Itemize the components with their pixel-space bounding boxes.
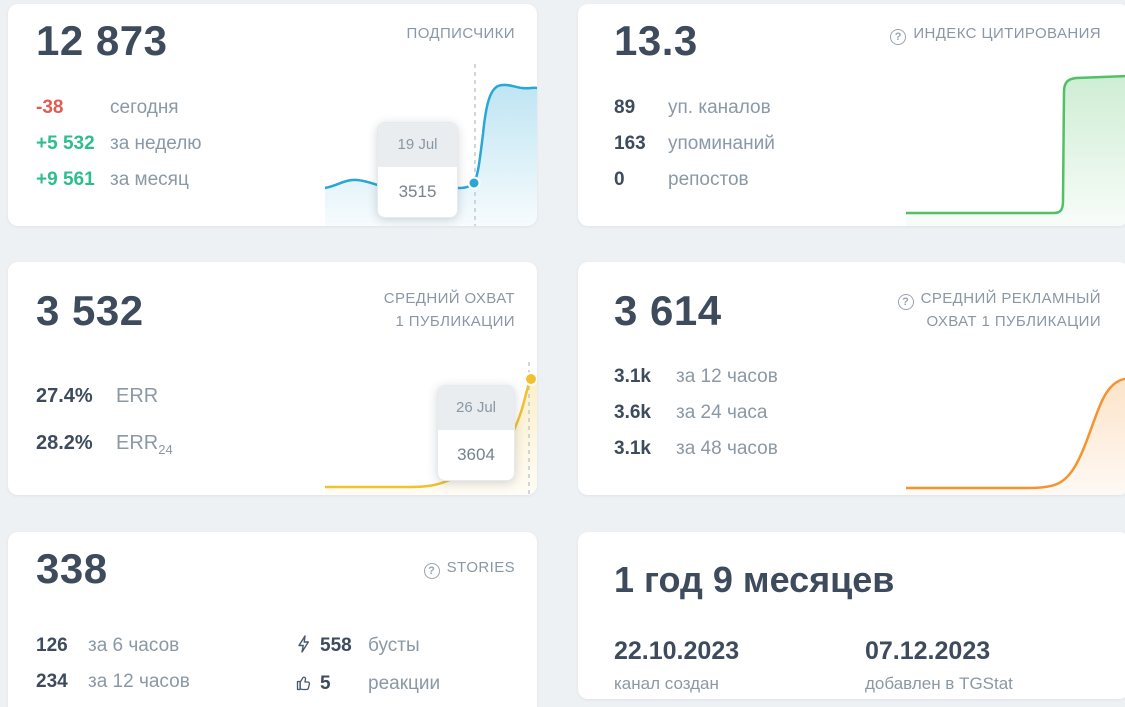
channel-created-date: 22.10.2023 bbox=[614, 637, 740, 665]
tgstat-added-date: 07.12.2023 bbox=[865, 637, 991, 665]
tooltip-value: 3515 bbox=[398, 182, 437, 201]
stories-stats-left: 126 за 6 часов 234 за 12 часов bbox=[36, 634, 190, 706]
citation-index-value: 13.3 bbox=[614, 17, 698, 64]
stat-label: ERR24 bbox=[116, 432, 173, 457]
avg-reach-title-line2: 1 ПУБЛИКАЦИИ bbox=[395, 313, 515, 330]
stat-today: -38 сегодня bbox=[36, 96, 202, 119]
stat-label: за 12 часов bbox=[676, 366, 778, 387]
subscribers-card: 12 873 ПОДПИСЧИКИ -38 сегодня +5 532 за не… bbox=[8, 4, 537, 226]
help-icon[interactable] bbox=[423, 563, 440, 579]
stories-value: 338 bbox=[36, 545, 108, 592]
area-chart-orange bbox=[906, 377, 1125, 495]
avg-reach-card: 3 532 СРЕДНИЙ ОХВАТ 1 ПУБЛИКАЦИИ 27.4% ER… bbox=[8, 262, 537, 495]
stat-value: +9 561 bbox=[36, 169, 95, 190]
tgstat-added: 07.12.2023 добавлен в TGStat bbox=[865, 636, 1013, 694]
stat-label: за 6 часов bbox=[88, 635, 180, 656]
subscribers-stats: -38 сегодня +5 532 за неделю +9 561 за меся… bbox=[36, 96, 202, 204]
stat-mentions: 163 упоминаний bbox=[614, 132, 775, 155]
stat-label: за 48 часов bbox=[676, 438, 778, 459]
channel-created: 22.10.2023 канал создан bbox=[614, 636, 739, 694]
stat-label: за 24 часа bbox=[676, 402, 768, 423]
stat-label: за 12 часов bbox=[88, 671, 190, 692]
stat-12h: 234 за 12 часов bbox=[36, 670, 190, 693]
avg-reach-value: 3 532 bbox=[36, 287, 144, 334]
stories-stats-right: 558 бусты 5 реакции bbox=[296, 634, 440, 707]
tooltip-date: 19 Jul bbox=[378, 123, 457, 167]
avg-ad-reach-title-line1: СРЕДНИЙ РЕКЛАМНЫЙ bbox=[897, 287, 1101, 310]
stat-reposts: 0 репостов bbox=[614, 168, 775, 191]
stat-48h: 3.1k за 48 часов bbox=[614, 437, 778, 460]
stat-value: 163 bbox=[614, 133, 646, 154]
stories-title: STORIES bbox=[423, 556, 515, 579]
tgstat-added-label: добавлен в TGStat bbox=[865, 674, 1013, 693]
avg-reach-sparkline-chart[interactable]: 26 Jul 3604 bbox=[325, 350, 537, 495]
stat-label: сегодня bbox=[110, 97, 179, 118]
stat-value: 3.6k bbox=[614, 402, 651, 423]
stat-boosts: 558 бусты bbox=[296, 634, 440, 659]
subscribers-title: ПОДПИСЧИКИ bbox=[406, 25, 515, 42]
avg-ad-reach-card: 3 614 СРЕДНИЙ РЕКЛАМНЫЙ ОХВАТ 1 ПУБЛИКАЦ… bbox=[578, 262, 1125, 495]
stat-label: бусты bbox=[368, 635, 420, 656]
avg-ad-reach-stats: 3.1k за 12 часов 3.6k за 24 часа 3.1k за 48… bbox=[614, 365, 778, 473]
channel-created-label: канал создан bbox=[614, 674, 719, 693]
tooltip-value: 3604 bbox=[457, 445, 495, 464]
channel-age-card: 1 год 9 месяцев 22.10.2023 канал создан … bbox=[578, 532, 1125, 699]
stories-card: 338 STORIES 126 за 6 часов 234 за 12 часов… bbox=[8, 532, 537, 707]
stat-label: уп. каналов bbox=[668, 97, 771, 118]
avg-ad-reach-title-line2: ОХВАТ 1 ПУБЛИКАЦИИ bbox=[926, 313, 1101, 330]
stat-reactions: 5 реакции bbox=[296, 672, 440, 697]
chart-tooltip: 26 Jul 3604 bbox=[437, 385, 515, 481]
stories-title-text: STORIES bbox=[446, 559, 515, 576]
avg-ad-reach-sparkline-chart[interactable] bbox=[906, 375, 1125, 495]
avg-reach-title-line1: СРЕДНИЙ ОХВАТ bbox=[383, 290, 515, 307]
stat-week: +5 532 за неделю bbox=[36, 132, 202, 155]
thumb-up-icon bbox=[296, 674, 320, 697]
citation-index-title: ИНДЕКС ЦИТИРОВАНИЯ bbox=[890, 22, 1101, 45]
tooltip-date: 26 Jul bbox=[438, 386, 514, 430]
stat-label: реакции bbox=[368, 673, 441, 694]
avg-ad-reach-value: 3 614 bbox=[614, 287, 722, 334]
stat-label: за неделю bbox=[110, 133, 202, 154]
citation-index-title-text: ИНДЕКС ЦИТИРОВАНИЯ bbox=[913, 25, 1101, 42]
stat-24h: 3.6k за 24 часа bbox=[614, 401, 778, 424]
stat-month: +9 561 за месяц bbox=[36, 168, 202, 191]
stat-value: -38 bbox=[36, 97, 64, 118]
stat-label: упоминаний bbox=[668, 133, 775, 154]
stat-value: 28.2% bbox=[36, 432, 93, 454]
stat-12h: 3.1k за 12 часов bbox=[614, 365, 778, 388]
stat-value: 3.1k bbox=[614, 438, 651, 459]
stat-value: 234 bbox=[36, 671, 68, 692]
stat-mention-channels: 89 уп. каналов bbox=[614, 96, 775, 119]
help-icon[interactable] bbox=[897, 294, 914, 310]
stat-value: 27.4% bbox=[36, 385, 93, 407]
stat-value: 126 bbox=[36, 635, 68, 656]
avg-reach-title: СРЕДНИЙ ОХВАТ 1 ПУБЛИКАЦИИ bbox=[384, 287, 515, 333]
stat-value: 0 bbox=[614, 169, 625, 190]
citation-index-stats: 89 уп. каналов 163 упоминаний 0 репостов bbox=[614, 96, 775, 204]
stat-err: 27.4% ERR bbox=[36, 384, 173, 415]
chart-tooltip: 19 Jul 3515 bbox=[377, 122, 458, 218]
help-icon[interactable] bbox=[890, 29, 907, 45]
stat-err24: 28.2% ERR24 bbox=[36, 431, 173, 462]
stat-value: 89 bbox=[614, 97, 636, 118]
subscribers-sparkline-chart[interactable]: 19 Jul 3515 bbox=[325, 60, 537, 226]
channel-age-value: 1 год 9 месяцев bbox=[614, 559, 895, 600]
stat-6h: 126 за 6 часов bbox=[36, 634, 190, 657]
stat-value: 558 bbox=[320, 635, 352, 656]
stat-value: 3.1k bbox=[614, 366, 651, 387]
citation-index-card: 13.3 ИНДЕКС ЦИТИРОВАНИЯ 89 уп. каналов 16… bbox=[578, 4, 1125, 226]
stat-label: за месяц bbox=[110, 169, 189, 190]
area-chart-green bbox=[906, 74, 1125, 226]
stat-label: репостов bbox=[668, 169, 749, 190]
subscribers-value: 12 873 bbox=[36, 17, 168, 64]
stat-value: 5 bbox=[320, 673, 331, 694]
lightning-icon bbox=[296, 635, 320, 659]
stat-label: ERR bbox=[116, 385, 159, 407]
stat-value: +5 532 bbox=[36, 133, 95, 154]
citation-sparkline-chart[interactable] bbox=[906, 66, 1125, 226]
avg-ad-reach-title: СРЕДНИЙ РЕКЛАМНЫЙ ОХВАТ 1 ПУБЛИКАЦИИ bbox=[897, 287, 1101, 333]
avg-reach-stats: 27.4% ERR 28.2% ERR24 bbox=[36, 384, 173, 478]
